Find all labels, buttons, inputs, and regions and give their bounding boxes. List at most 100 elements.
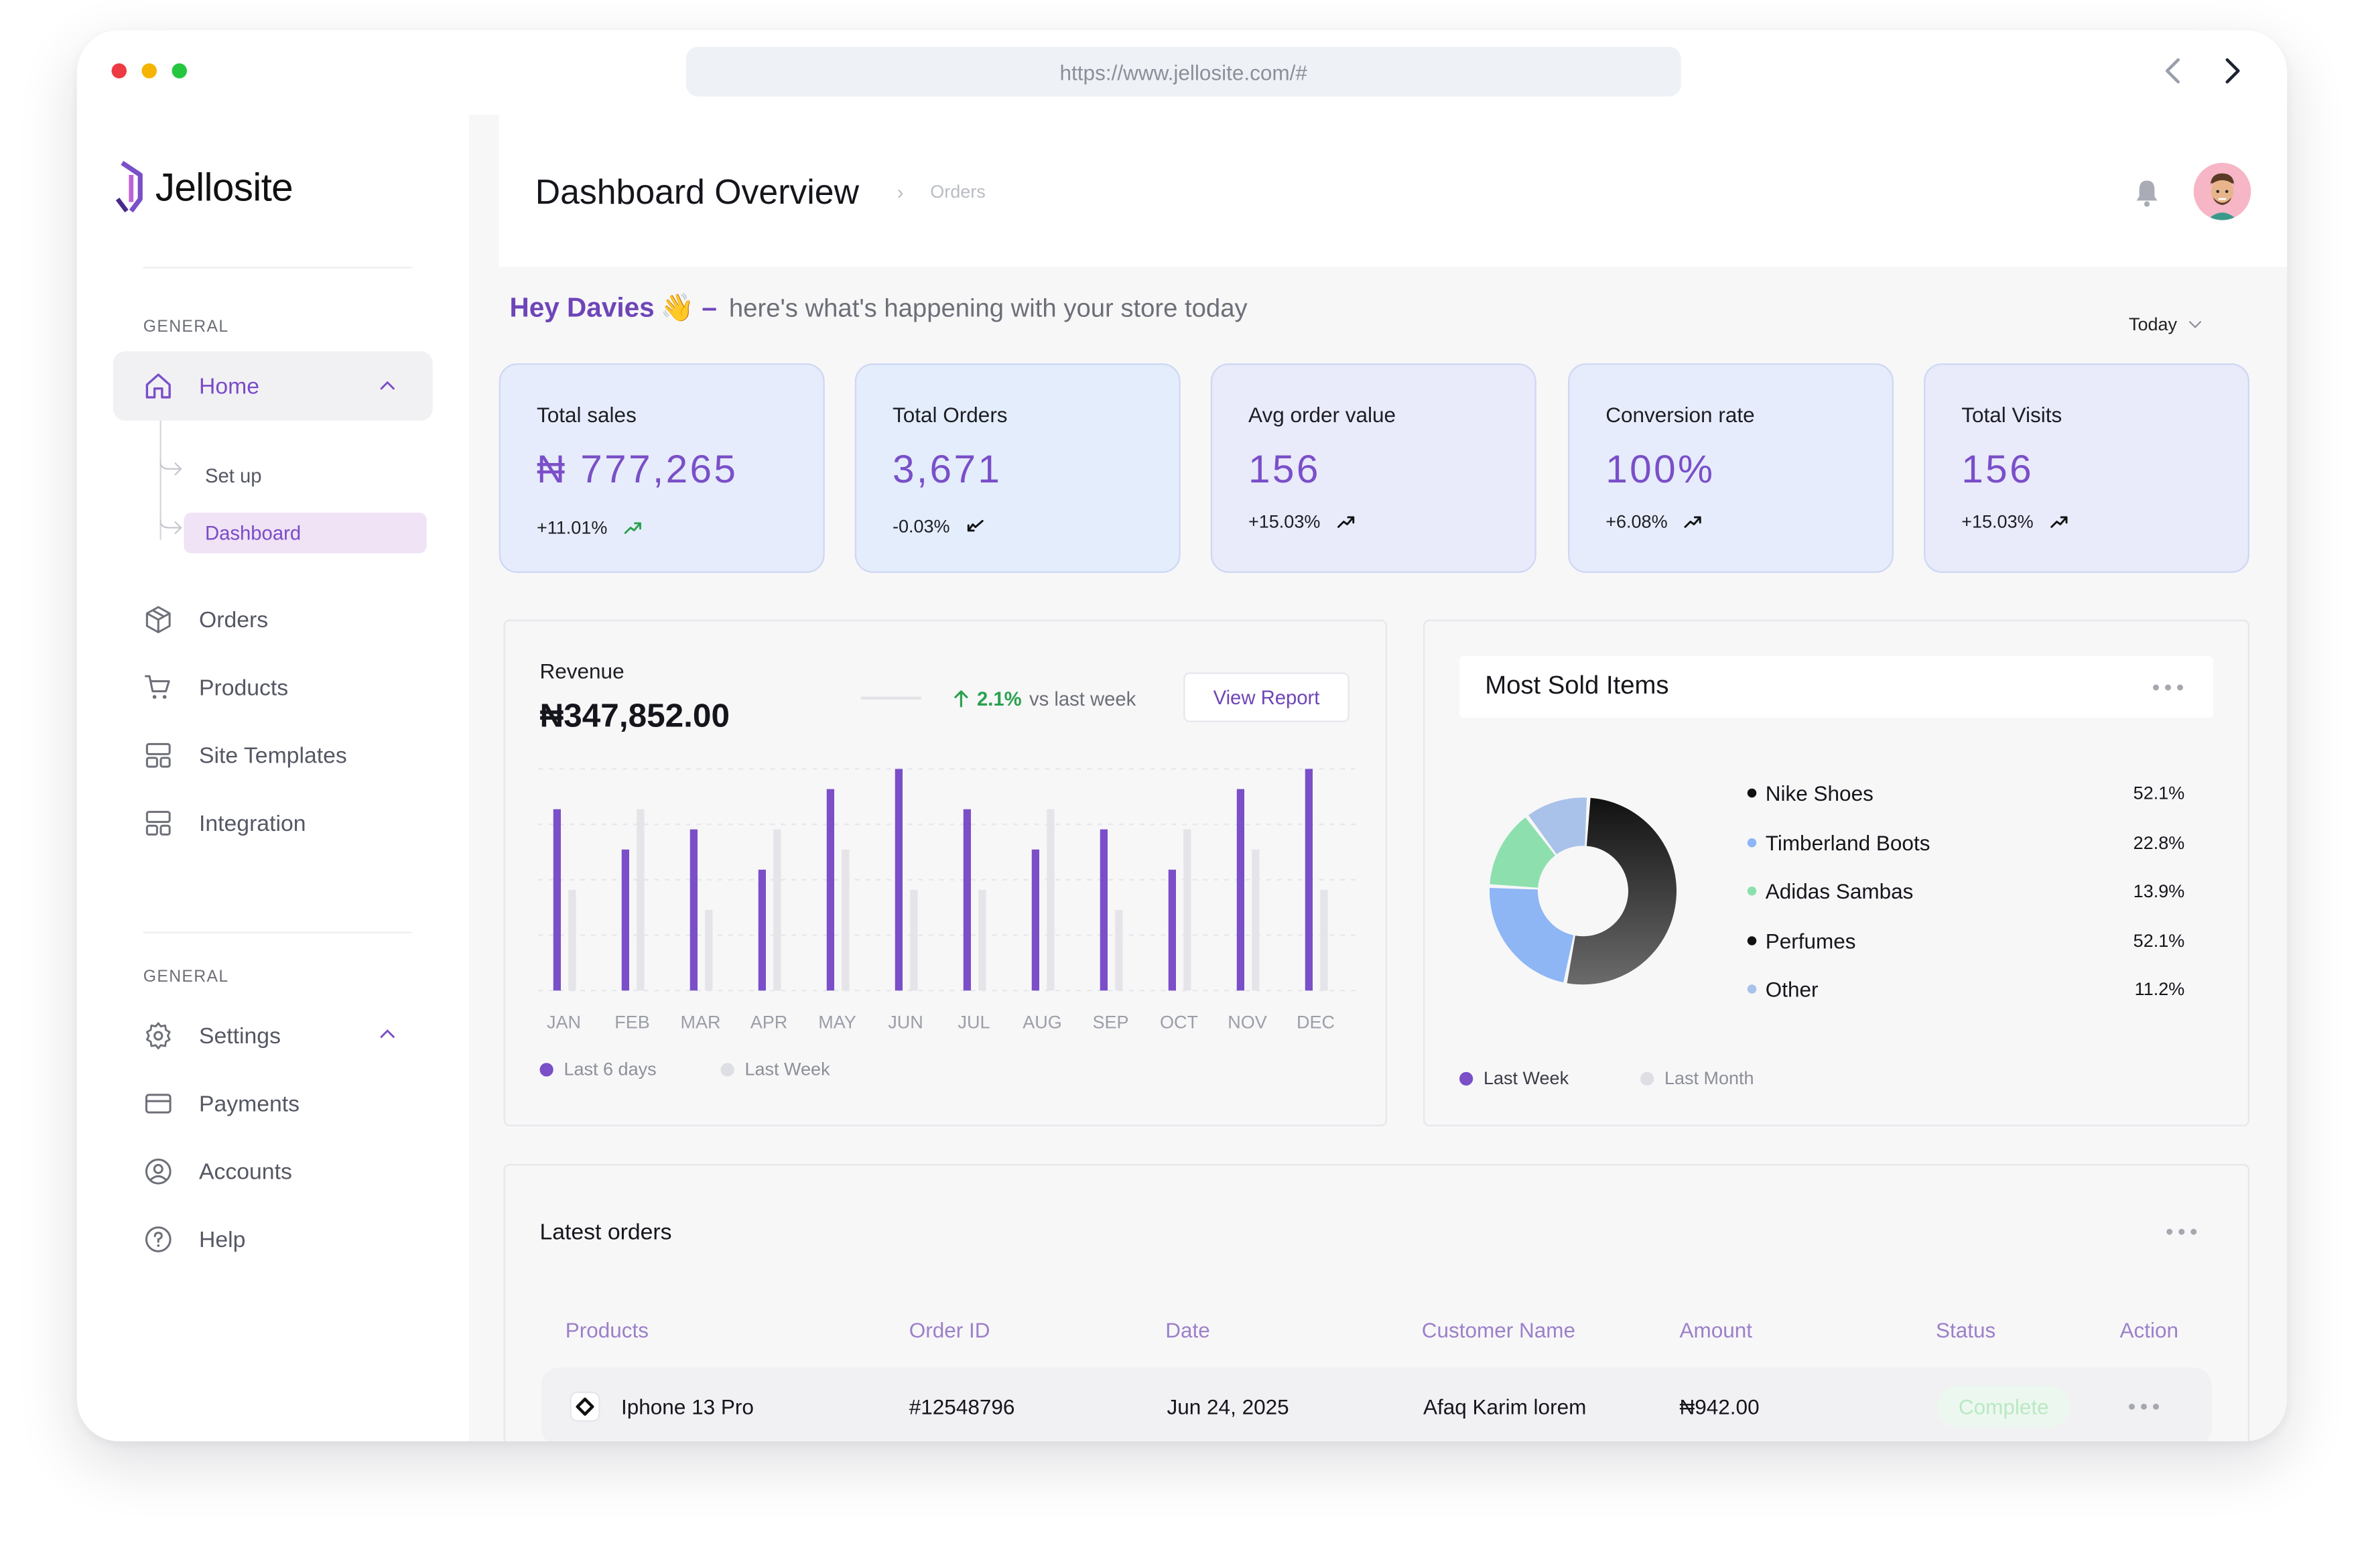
legend-last-week[interactable]: Last Week bbox=[1459, 1067, 1569, 1089]
bar-may-last-6-days[interactable] bbox=[826, 789, 834, 991]
col-header-date[interactable]: Date bbox=[1165, 1317, 1210, 1342]
greeting-message: here's what's happening with your store … bbox=[728, 293, 1248, 323]
stat-title: Total Visits bbox=[1961, 402, 2062, 427]
revenue-delta-pct: 2.1% bbox=[977, 688, 1022, 710]
url-bar[interactable]: https://www.jellosite.com/# bbox=[685, 46, 1681, 96]
legend-swatch bbox=[1640, 1071, 1654, 1085]
period-dropdown[interactable]: Today bbox=[2129, 314, 2205, 335]
list-item[interactable]: Other 11.2% bbox=[1747, 977, 2184, 1001]
sidebar-item-label: Site Templates bbox=[199, 742, 347, 769]
most-sold-donut-chart bbox=[1490, 797, 1677, 985]
more-options-icon[interactable] bbox=[2153, 684, 2183, 691]
avatar[interactable] bbox=[2193, 163, 2251, 220]
most-sold-panel: Most Sold Items Nike Shoes 52.1% Timberlan… bbox=[1423, 619, 2249, 1126]
bar-mar-last-week[interactable] bbox=[705, 909, 713, 991]
x-tick-label: APR bbox=[750, 1012, 788, 1033]
bar-nov-last-6-days[interactable] bbox=[1236, 789, 1245, 991]
minimize-window-dot[interactable] bbox=[141, 63, 157, 78]
sidebar-item-settings[interactable]: Settings bbox=[143, 1012, 281, 1060]
bar-jul-last-6-days[interactable] bbox=[963, 809, 971, 991]
stat-card[interactable]: Total Visits 156 +15.03% bbox=[1924, 363, 2249, 573]
stat-card[interactable]: Avg order value 156 +15.03% bbox=[1210, 363, 1536, 573]
sidebar-subitem-dashboard[interactable]: Dashboard bbox=[184, 513, 427, 553]
bar-mar-last-6-days[interactable] bbox=[690, 829, 698, 991]
bar-dec-last-6-days[interactable] bbox=[1305, 769, 1313, 991]
bar-dec-last-week[interactable] bbox=[1320, 889, 1328, 991]
sidebar-item-help[interactable]: Help bbox=[143, 1216, 245, 1264]
maximize-window-dot[interactable] bbox=[172, 63, 187, 78]
donut-slice-other[interactable] bbox=[1528, 797, 1587, 854]
donut-slice-timberland-boots[interactable] bbox=[1490, 888, 1574, 983]
bar-sep-last-6-days[interactable] bbox=[1100, 829, 1108, 991]
list-item[interactable]: Nike Shoes 52.1% bbox=[1747, 781, 2184, 805]
legend-last-week[interactable]: Last Week bbox=[720, 1059, 830, 1080]
view-report-button[interactable]: View Report bbox=[1183, 672, 1350, 722]
x-tick-label: JAN bbox=[547, 1012, 581, 1033]
table-row[interactable]: Iphone 13 Pro #12548796 Jun 24, 2025 Afa… bbox=[541, 1367, 2212, 1441]
list-item[interactable]: Timberland Boots 22.8% bbox=[1747, 831, 2184, 855]
bar-nov-last-week[interactable] bbox=[1252, 849, 1260, 991]
row-actions-icon[interactable] bbox=[2129, 1403, 2159, 1410]
bar-jan-last-week[interactable] bbox=[568, 889, 576, 991]
bar-apr-last-week[interactable] bbox=[773, 829, 781, 991]
section-label-general: GENERAL bbox=[143, 318, 229, 336]
col-header-action[interactable]: Action bbox=[2119, 1317, 2179, 1342]
bar-jul-last-week[interactable] bbox=[978, 889, 986, 991]
sidebar-item-site-templates[interactable]: Site Templates bbox=[143, 731, 347, 779]
sidebar-item-products[interactable]: Products bbox=[143, 663, 288, 712]
stat-card[interactable]: Total sales ₦ 777,265 +11.01% bbox=[499, 363, 825, 573]
home-icon bbox=[145, 373, 171, 399]
user-avatar-icon bbox=[2193, 163, 2251, 220]
list-item[interactable]: Adidas Sambas 13.9% bbox=[1747, 879, 2185, 903]
bar-jun-last-week[interactable] bbox=[910, 889, 918, 991]
forward-arrow-icon[interactable] bbox=[2215, 54, 2248, 88]
bar-aug-last-6-days[interactable] bbox=[1031, 849, 1040, 991]
bar-apr-last-6-days[interactable] bbox=[758, 869, 766, 991]
donut-slice-adidas-sambas[interactable] bbox=[1490, 817, 1555, 888]
bar-aug-last-week[interactable] bbox=[1047, 809, 1055, 991]
legend-last-month[interactable]: Last Month bbox=[1640, 1067, 1754, 1089]
breadcrumb[interactable]: Orders bbox=[930, 181, 986, 202]
sidebar-item-label: Payments bbox=[199, 1090, 300, 1117]
bar-oct-last-week[interactable] bbox=[1183, 829, 1191, 991]
col-header-customer-name[interactable]: Customer Name bbox=[1421, 1317, 1576, 1342]
bar-jan-last-6-days[interactable] bbox=[553, 809, 561, 991]
chevron-up-icon[interactable] bbox=[377, 1024, 399, 1045]
legend-last-6-days[interactable]: Last 6 days bbox=[539, 1059, 657, 1080]
list-item[interactable]: Perfumes 52.1% bbox=[1747, 929, 2184, 953]
bar-may-last-week[interactable] bbox=[842, 849, 850, 991]
stat-card[interactable]: Conversion rate 100% +6.08% bbox=[1568, 363, 1894, 573]
close-window-dot[interactable] bbox=[111, 63, 127, 78]
sidebar-item-integration[interactable]: Integration bbox=[143, 799, 306, 848]
stat-card[interactable]: Total Orders 3,671 -0.03% bbox=[854, 363, 1181, 573]
credit-card-icon bbox=[145, 1094, 172, 1114]
legend-swatch bbox=[720, 1062, 734, 1076]
donut-slice-nike-shoes[interactable] bbox=[1567, 797, 1677, 985]
col-header-order-id[interactable]: Order ID bbox=[909, 1317, 990, 1342]
stat-title: Avg order value bbox=[1248, 402, 1396, 427]
sidebar-item-home[interactable]: Home bbox=[113, 351, 433, 421]
sidebar-item-orders[interactable]: Orders bbox=[143, 596, 268, 644]
bell-icon[interactable] bbox=[2130, 176, 2164, 210]
col-header-products[interactable]: Products bbox=[565, 1317, 649, 1342]
sidebar-item-accounts[interactable]: Accounts bbox=[143, 1147, 292, 1195]
bar-sep-last-week[interactable] bbox=[1115, 909, 1123, 991]
page-title: Dashboard Overview bbox=[535, 172, 859, 212]
bar-feb-last-6-days[interactable] bbox=[621, 849, 629, 991]
sidebar-subitem-setup[interactable]: Set up bbox=[205, 464, 262, 487]
back-arrow-icon[interactable] bbox=[2158, 54, 2191, 88]
col-header-amount[interactable]: Amount bbox=[1679, 1317, 1753, 1342]
more-options-icon[interactable] bbox=[2166, 1228, 2197, 1235]
bar-feb-last-week[interactable] bbox=[637, 809, 645, 991]
sidebar-item-label: Orders bbox=[199, 606, 269, 633]
wave-emoji: 👋 bbox=[660, 292, 695, 323]
sidebar-divider bbox=[143, 931, 412, 933]
sidebar-item-payments[interactable]: Payments bbox=[143, 1080, 300, 1128]
col-header-status[interactable]: Status bbox=[1936, 1317, 1996, 1342]
item-percentage: 13.9% bbox=[2133, 880, 2185, 902]
bar-oct-last-6-days[interactable] bbox=[1168, 869, 1176, 991]
bar-jun-last-6-days[interactable] bbox=[895, 769, 903, 991]
chevron-up-icon[interactable] bbox=[377, 375, 399, 397]
brand-logo[interactable]: Jellosite bbox=[113, 160, 293, 214]
sidebar-divider bbox=[143, 267, 412, 269]
